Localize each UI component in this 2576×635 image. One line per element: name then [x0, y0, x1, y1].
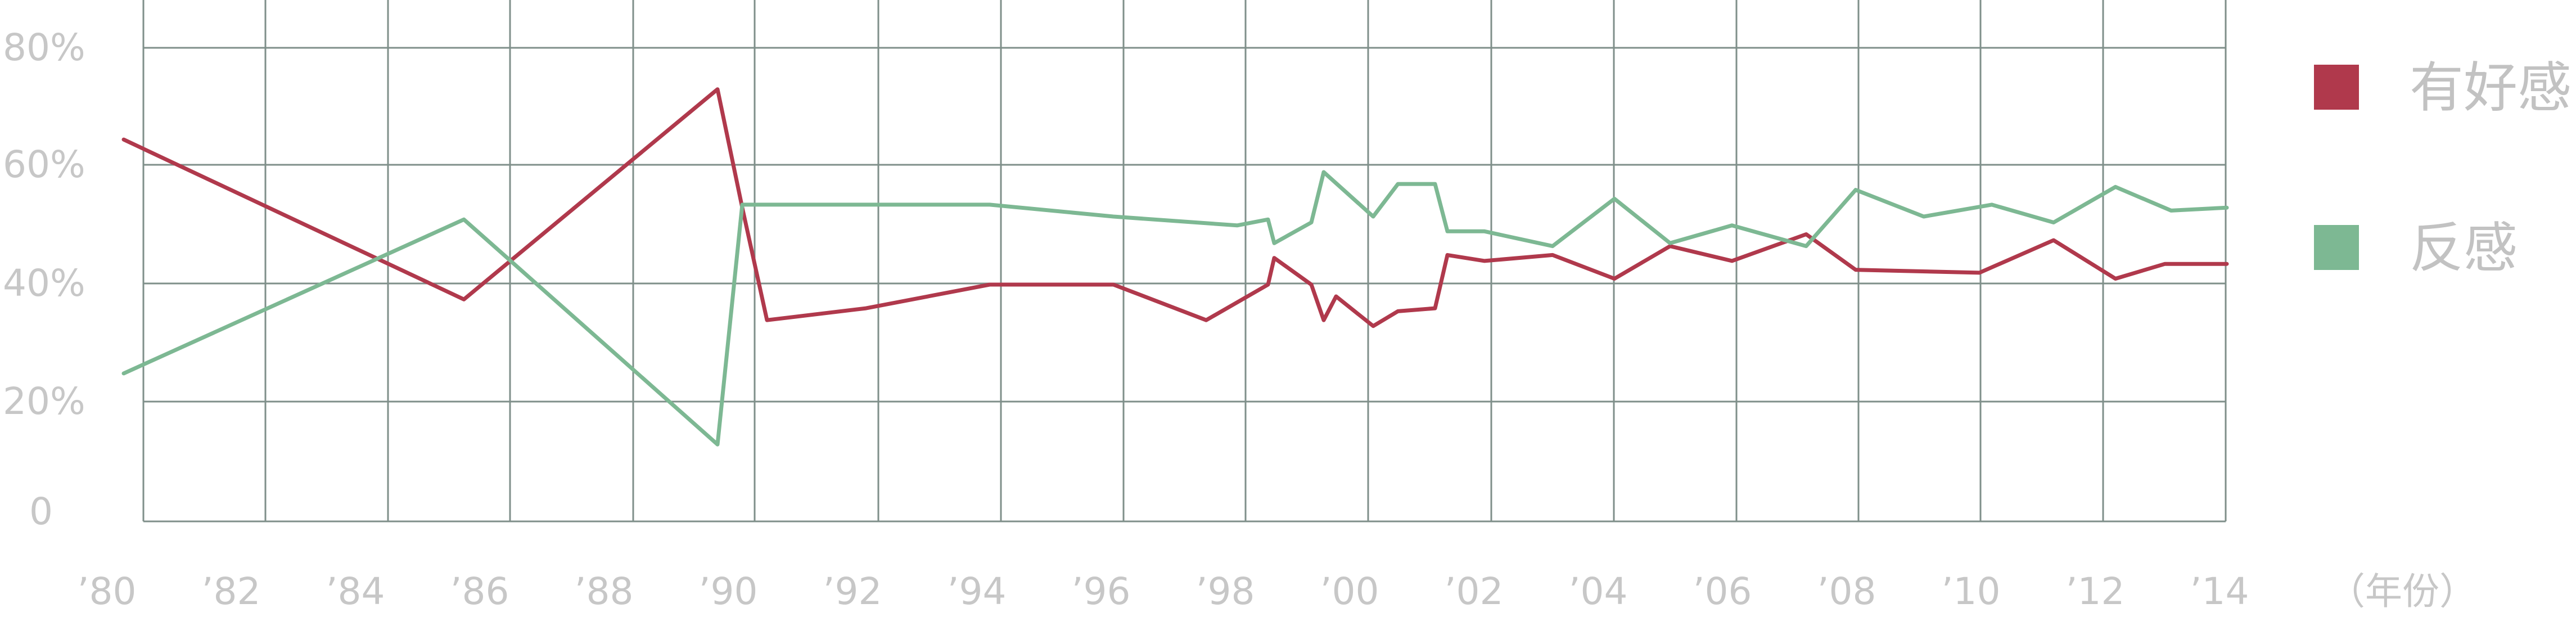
x-tick-label: ’02 [1445, 570, 1504, 613]
legend-swatch [2314, 65, 2359, 110]
y-tick-label: 20% [3, 380, 85, 423]
x-tick-label: ’14 [2190, 570, 2249, 613]
y-axis-ticks: 0 20% 40% 60% 80% [3, 26, 85, 533]
y-tick-label: 60% [3, 143, 85, 186]
legend-swatch [2314, 225, 2359, 270]
x-tick-label: ’06 [1693, 570, 1752, 613]
legend-label: 反感 [2410, 217, 2518, 280]
series-line-2 [121, 170, 2229, 447]
x-tick-label: ’08 [1817, 570, 1876, 613]
x-tick-label: ’00 [1320, 570, 1379, 613]
y-tick-label: 80% [3, 26, 85, 69]
x-unit-label: （年份） [2328, 570, 2476, 613]
y-tick-label: 40% [3, 262, 85, 305]
grid [142, 0, 2227, 523]
x-tick-label: ’88 [575, 570, 634, 613]
y-tick-label: 0 [29, 490, 53, 533]
series-lines [121, 87, 2229, 447]
x-tick-label: ’86 [450, 570, 509, 613]
x-tick-label: ’84 [326, 570, 385, 613]
x-tick-label: ’92 [823, 570, 882, 613]
x-tick-label: ’04 [1569, 570, 1628, 613]
x-axis-ticks: ’80 ’82 ’84 ’86 ’88 ’90 ’92 ’94 ’96 ’98 ’00 ’02 ’04 ’… [78, 570, 2249, 613]
x-tick-label: ’90 [699, 570, 758, 613]
x-tick-label: ’96 [1072, 570, 1131, 613]
legend-label: 有好感 [2410, 56, 2572, 119]
x-tick-label: ’10 [1942, 570, 2001, 613]
x-tick-label: ’94 [948, 570, 1007, 613]
x-tick-label: ’82 [202, 570, 261, 613]
series-line-1 [121, 87, 2229, 328]
x-tick-label: ’80 [78, 570, 137, 613]
x-tick-label: ’98 [1196, 570, 1255, 613]
x-tick-label: ’12 [2066, 570, 2125, 613]
